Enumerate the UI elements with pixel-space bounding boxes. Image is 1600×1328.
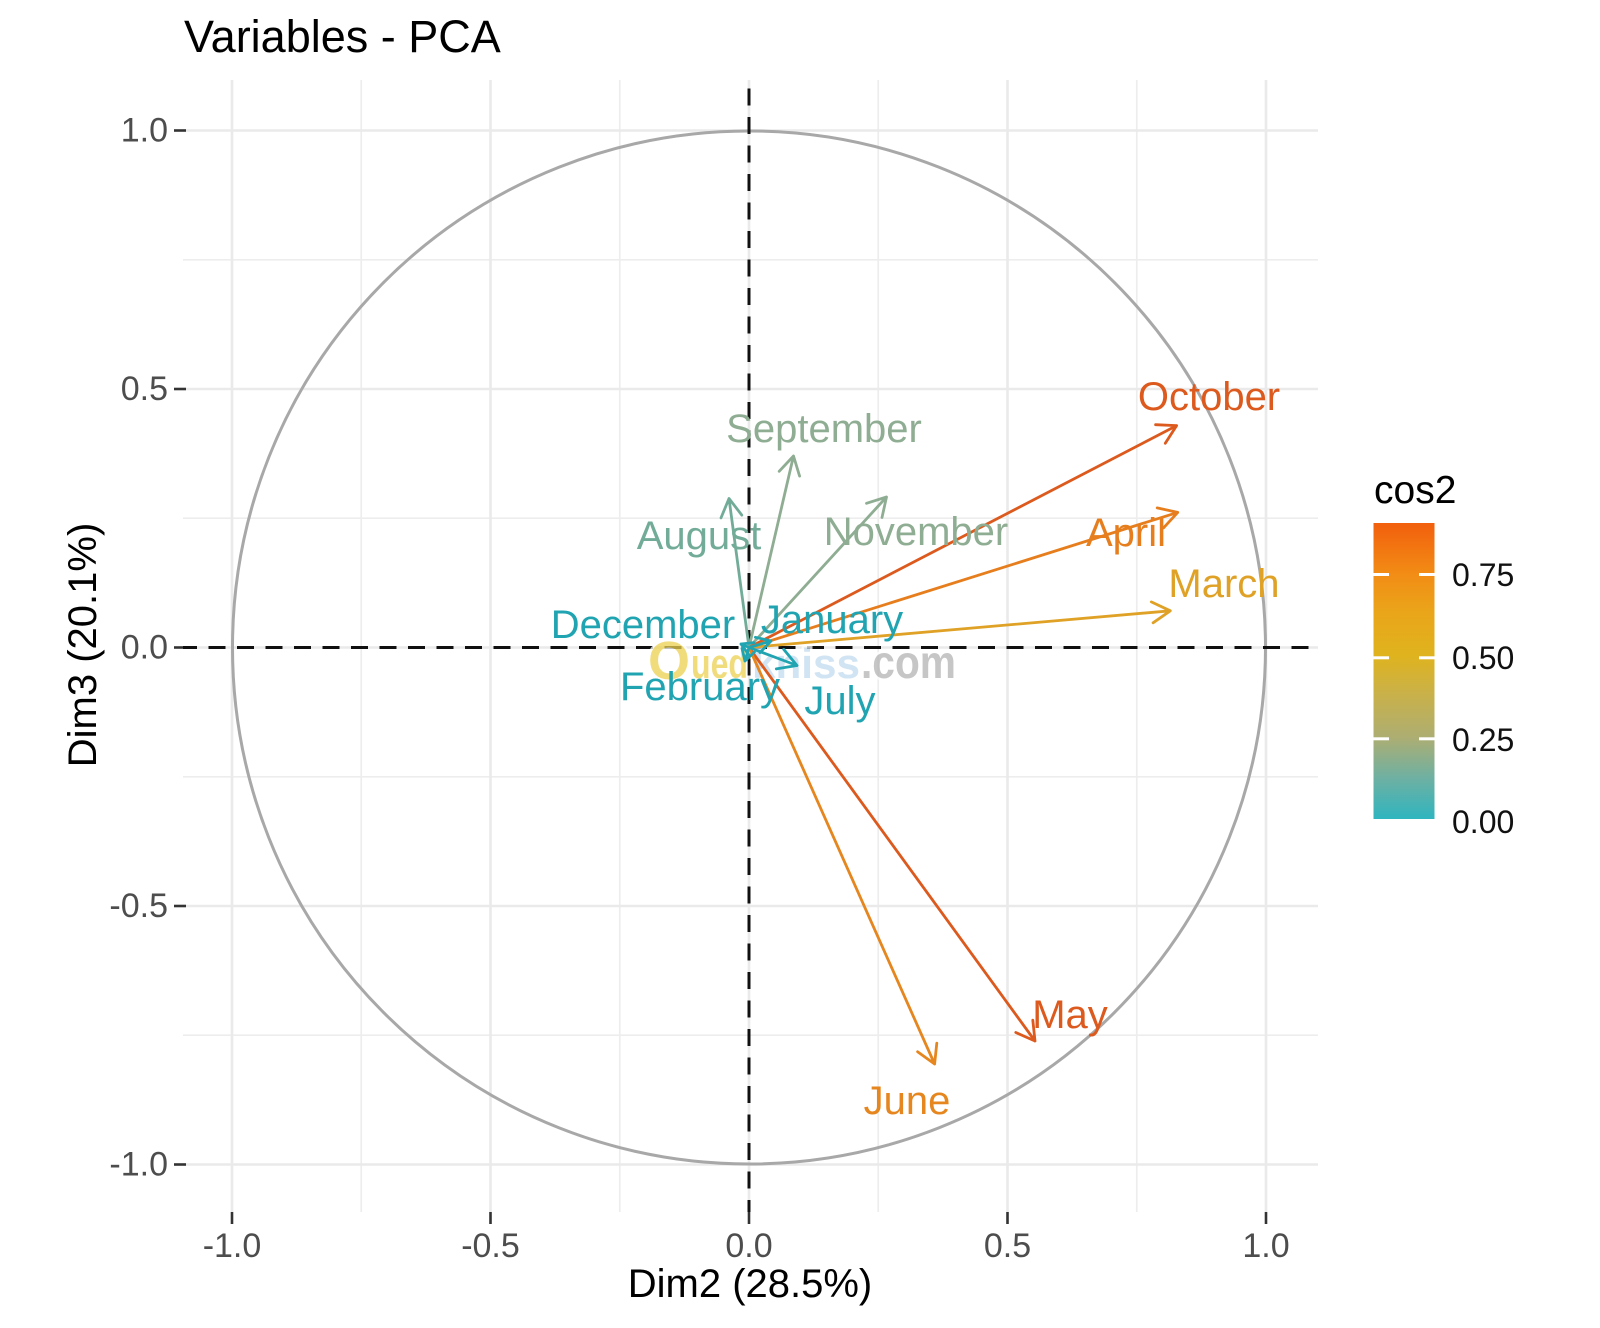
svg-text:0.25: 0.25	[1452, 722, 1514, 758]
svg-text:ued: ued	[691, 640, 748, 687]
svg-text:May: May	[1032, 993, 1108, 1037]
svg-text:September: September	[726, 407, 922, 451]
svg-text:November: November	[824, 510, 1009, 554]
svg-text:-1.0: -1.0	[203, 1227, 262, 1265]
svg-text:0.5: 0.5	[984, 1227, 1031, 1265]
svg-text:-1.0: -1.0	[109, 1146, 168, 1184]
svg-text:June: June	[864, 1079, 951, 1123]
svg-text:April: April	[1086, 511, 1166, 555]
svg-text:0.5: 0.5	[121, 370, 168, 408]
svg-text:-0.5: -0.5	[461, 1227, 520, 1265]
svg-text:October: October	[1138, 375, 1280, 419]
svg-text:0.00: 0.00	[1452, 804, 1514, 840]
svg-text:-0.5: -0.5	[109, 887, 168, 925]
svg-text:January: January	[761, 598, 903, 642]
svg-text:August: August	[637, 514, 762, 558]
svg-text:December: December	[551, 603, 736, 647]
svg-text:1.0: 1.0	[1242, 1227, 1289, 1265]
svg-text:February: February	[620, 665, 780, 709]
svg-text:0.50: 0.50	[1452, 640, 1514, 676]
svg-text:July: July	[804, 679, 875, 723]
svg-text:0.75: 0.75	[1452, 557, 1514, 593]
svg-text:Dim3 (20.1%): Dim3 (20.1%)	[61, 523, 105, 768]
svg-text:.com: .com	[861, 636, 956, 688]
svg-text:0.0: 0.0	[121, 629, 168, 667]
svg-text:March: March	[1168, 562, 1279, 606]
svg-text:Variables - PCA: Variables - PCA	[184, 11, 501, 62]
svg-text:cos2: cos2	[1374, 469, 1456, 512]
svg-text:kniss: kniss	[752, 640, 860, 687]
svg-text:1.0: 1.0	[121, 112, 168, 150]
svg-text:Dim2 (28.5%): Dim2 (28.5%)	[628, 1262, 873, 1306]
svg-text:0.0: 0.0	[725, 1227, 772, 1265]
svg-text:O: O	[648, 631, 690, 691]
